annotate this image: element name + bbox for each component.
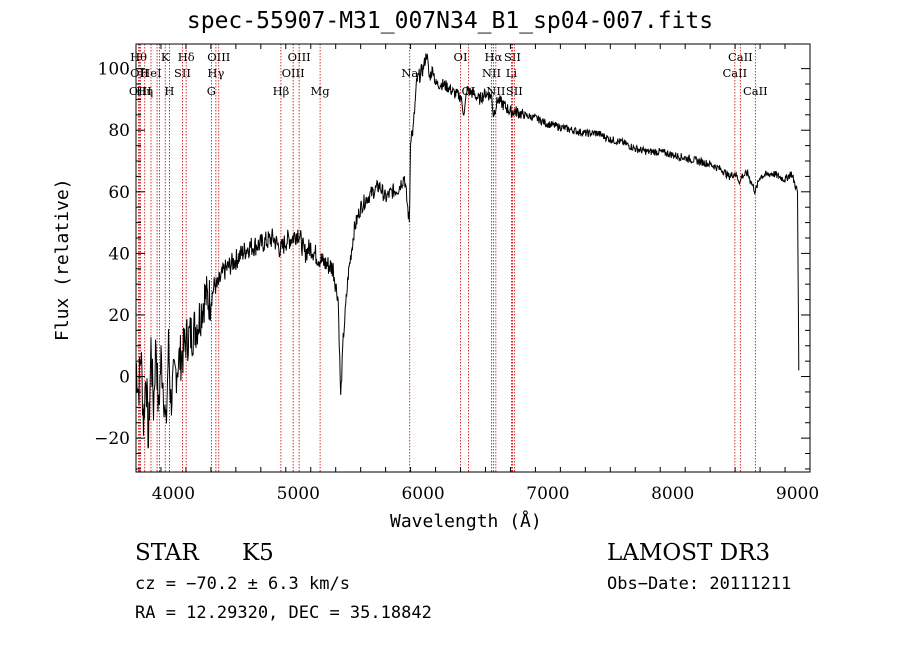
x-tick-label: 8000 xyxy=(651,484,694,504)
line-label: CaII xyxy=(728,50,753,64)
line-label: CaII xyxy=(722,66,747,80)
x-tick-label: 7000 xyxy=(526,484,569,504)
line-label: SII xyxy=(174,66,191,80)
line-label: H xyxy=(164,84,174,98)
survey-name: LAMOST DR3 xyxy=(607,540,771,566)
line-label: CaII xyxy=(743,84,768,98)
line-label: OIII xyxy=(207,50,230,64)
line-label: OIII xyxy=(282,66,305,80)
line-label: Hβ xyxy=(273,84,290,98)
line-label: K xyxy=(161,50,170,64)
line-label: OIII xyxy=(288,50,311,64)
spectrum-line xyxy=(135,53,800,449)
line-label: Hγ xyxy=(207,66,224,80)
y-tick-label: 0 xyxy=(119,368,130,388)
line-label: Li xyxy=(506,66,518,80)
coordinates: RA = 12.29320, DEC = 35.18842 xyxy=(135,603,432,623)
line-label: OI xyxy=(454,50,468,64)
line-label: Mg xyxy=(311,84,331,98)
line-label: Hθ xyxy=(130,50,147,64)
line-label: Na xyxy=(401,66,418,80)
redshift-info: cz = −70.2 ± 6.3 km/s xyxy=(135,574,350,594)
line-label: SII xyxy=(506,84,523,98)
object-subclass: K5 xyxy=(242,540,274,566)
object-class: STAR xyxy=(135,540,199,566)
line-label: OIII xyxy=(129,84,152,98)
x-tick-label: 5000 xyxy=(277,484,320,504)
line-label: SII xyxy=(504,50,521,64)
observation-date: Obs−Date: 20111211 xyxy=(607,574,792,594)
y-tick-label: 80 xyxy=(108,121,130,141)
plot-frame xyxy=(135,43,811,473)
y-tick-label: 60 xyxy=(108,183,130,203)
line-label: G xyxy=(207,84,216,98)
line-label: OII xyxy=(130,66,149,80)
x-axis-label: Wavelength (Å) xyxy=(390,511,542,532)
y-tick-label: −20 xyxy=(94,429,130,449)
y-tick-label: 20 xyxy=(108,306,130,326)
y-axis-label: Flux (relative) xyxy=(52,178,73,341)
y-tick-label: 100 xyxy=(98,60,130,80)
line-label: NII xyxy=(482,66,501,80)
line-label: Hη xyxy=(136,84,153,98)
y-tick-label: 40 xyxy=(108,244,130,264)
x-tick-label: 9000 xyxy=(776,484,819,504)
line-label: Hδ xyxy=(178,50,195,64)
x-tick-label: 6000 xyxy=(401,484,444,504)
line-label: Hα xyxy=(484,50,502,64)
x-tick-label: 4000 xyxy=(152,484,195,504)
chart-title: spec-55907-M31_007N34_B1_sp04-007.fits xyxy=(186,8,714,34)
line-label: HeI xyxy=(140,66,161,80)
